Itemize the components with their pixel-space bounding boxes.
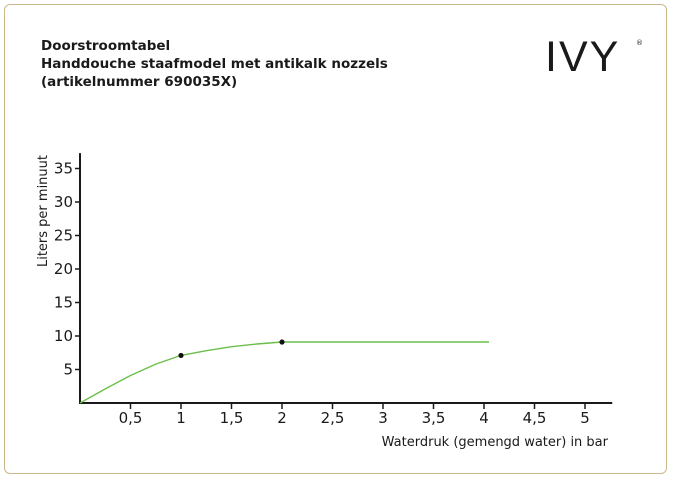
x-tick-label: 2: [277, 409, 287, 427]
x-tick-label: 1,5: [220, 409, 244, 427]
x-tick-label: 1: [176, 409, 186, 427]
chart-title-line-1: Doorstroomtabel: [41, 38, 171, 54]
x-tick-label: 5: [580, 409, 590, 427]
x-axis-label: Waterdruk (gemengd water) in bar: [382, 435, 609, 450]
chart-title-line-2: Handdouche staafmodel met antikalk nozze…: [41, 56, 388, 72]
data-point: [279, 339, 285, 345]
chart-title-line-3: (artikelnummer 690035X): [41, 74, 238, 90]
y-tick-label: 15: [54, 294, 73, 312]
chart-card: Doorstroomtabel Handdouche staafmodel me…: [4, 4, 667, 474]
x-tick-label: 3: [378, 409, 388, 427]
y-tick-label: 35: [54, 160, 73, 178]
registered-mark: ®: [636, 39, 643, 47]
y-tick-label: 25: [54, 227, 73, 245]
x-tick-label: 4: [479, 409, 489, 427]
x-tick-label: 3,5: [422, 409, 446, 427]
data-point: [178, 352, 184, 359]
y-tick-label: 10: [54, 327, 73, 345]
y-tick-label: 30: [54, 193, 73, 211]
chart-title-block: Doorstroomtabel Handdouche staafmodel me…: [41, 37, 388, 91]
x-tick-label: 0,5: [119, 409, 143, 427]
y-axis-label: Liters per minuut: [36, 155, 51, 267]
x-tick-label: 2,5: [321, 409, 345, 427]
y-tick-label: 20: [54, 260, 73, 278]
series-line: [79, 341, 489, 404]
y-tick-label: 5: [63, 361, 73, 379]
brand-logo-text: IVY: [545, 33, 621, 81]
brand-logo: IVY ®: [545, 35, 645, 79]
x-tick-label: 4,5: [523, 409, 547, 427]
